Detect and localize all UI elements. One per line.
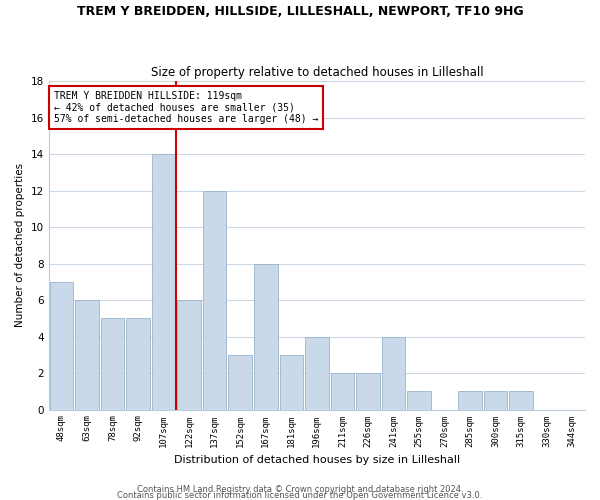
Text: TREM Y BREIDDEN HILLSIDE: 119sqm
← 42% of detached houses are smaller (35)
57% o: TREM Y BREIDDEN HILLSIDE: 119sqm ← 42% o… [54,91,319,124]
Bar [75,300,99,410]
Bar [305,336,329,409]
Bar [356,373,380,410]
Bar [50,282,73,410]
Bar [178,300,201,410]
Text: TREM Y BREIDDEN, HILLSIDE, LILLESHALL, NEWPORT, TF10 9HG: TREM Y BREIDDEN, HILLSIDE, LILLESHALL, N… [77,5,523,18]
Text: Contains HM Land Registry data © Crown copyright and database right 2024.: Contains HM Land Registry data © Crown c… [137,484,463,494]
Bar [152,154,175,409]
Bar [509,392,533,409]
Bar [203,190,226,410]
Bar [101,318,124,410]
Bar [331,373,354,410]
Bar [458,392,482,409]
Bar [280,355,303,410]
Title: Size of property relative to detached houses in Lilleshall: Size of property relative to detached ho… [151,66,483,78]
X-axis label: Distribution of detached houses by size in Lilleshall: Distribution of detached houses by size … [174,455,460,465]
Bar [484,392,508,409]
Bar [254,264,278,410]
Y-axis label: Number of detached properties: Number of detached properties [15,163,25,328]
Bar [127,318,150,410]
Text: Contains public sector information licensed under the Open Government Licence v3: Contains public sector information licen… [118,490,482,500]
Bar [407,392,431,409]
Bar [229,355,252,410]
Bar [382,336,405,409]
